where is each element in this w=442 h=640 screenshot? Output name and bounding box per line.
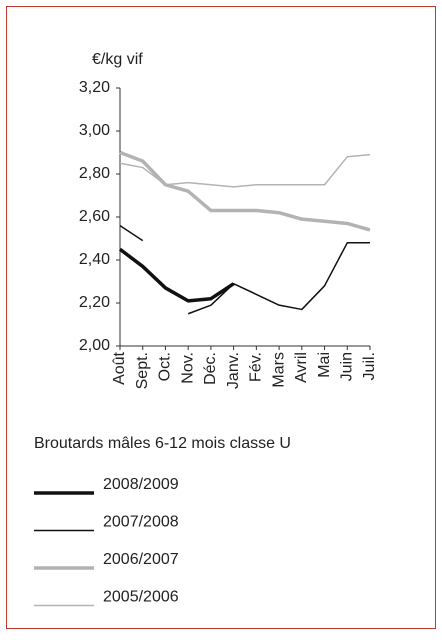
x-tick-label: Fév. (248, 352, 265, 382)
x-tick-label: Avril (293, 352, 310, 383)
series-line (119, 153, 371, 188)
series-line (119, 224, 370, 315)
frame (6, 6, 436, 629)
legend-label: 2008/2009 (103, 476, 179, 493)
series-line (118, 247, 235, 303)
x-tick-label: Mars (270, 352, 287, 388)
x-tick-label: Oct. (157, 352, 174, 381)
y-tick-label: 2,60 (79, 208, 110, 225)
y-tick-label: 2,00 (79, 337, 110, 354)
y-tick-label: 2,20 (79, 294, 110, 311)
y-tick-label: 3,20 (79, 79, 110, 96)
x-tick-label: Janv. (225, 352, 242, 389)
x-tick-label: Juil. (361, 352, 378, 380)
x-tick-label: Juin (338, 352, 355, 381)
y-tick-label: 3,00 (79, 122, 110, 139)
y-tick-label: 2,40 (79, 251, 110, 268)
y-tick-label: 2,80 (79, 165, 110, 182)
subtitle: Broutards mâles 6-12 mois classe U (34, 435, 291, 452)
x-tick-label: Nov. (179, 352, 196, 384)
y-axis-label: €/kg vif (92, 51, 143, 68)
x-tick-label: Mai (316, 352, 333, 378)
x-tick-label: Déc. (202, 352, 219, 385)
legend-label: 2006/2007 (103, 551, 179, 568)
legend-label: 2007/2008 (103, 514, 179, 531)
series-line (119, 150, 371, 232)
x-tick-label: Août (111, 351, 128, 384)
x-tick-label: Sept. (134, 352, 151, 389)
legend-label: 2005/2006 (103, 589, 179, 606)
